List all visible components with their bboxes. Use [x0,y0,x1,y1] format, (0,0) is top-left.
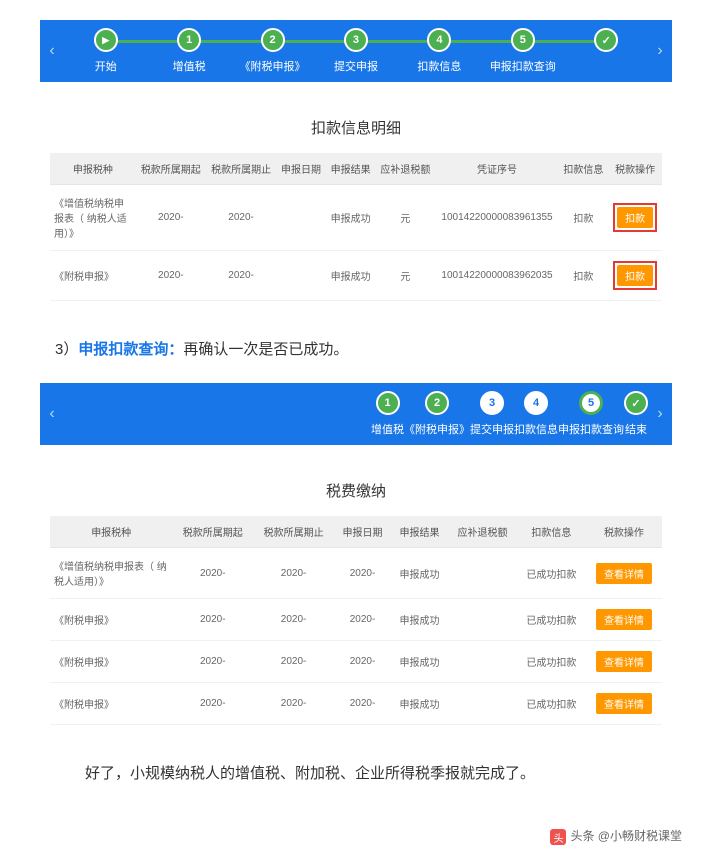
table-row: 《增值税纳税申报表（ 纳税人适用）》2020-2020-2020-申报成功已成功… [50,548,662,599]
col-header: 扣款信息 [559,153,609,185]
col-header: 税款操作 [608,153,662,185]
col-header: 申报结果 [326,153,376,185]
stepper-2: ‹ 1增值税2《附税申报》3提交申报4扣款信息5申报扣款查询结束 › [40,383,672,445]
stepper-1: ‹ ▶开始1增值税2《附税申报》3提交申报4扣款信息5申报扣款查询 › [40,20,672,82]
table-2: 申报税种税款所属期起税款所属期止申报日期申报结果应补退税额扣款信息税款操作 《增… [50,516,662,725]
col-header: 申报结果 [391,516,448,548]
col-header: 税款所属期止 [253,516,334,548]
view-detail-button[interactable]: 查看详情 [596,609,652,630]
col-header: 应补退税额 [375,153,435,185]
step-item[interactable]: 1增值税 [371,391,404,437]
toutiao-icon [550,829,566,845]
col-header: 申报税种 [50,153,136,185]
step-item[interactable]: 5申报扣款查询 [558,391,624,437]
col-header: 税款所属期起 [172,516,253,548]
closing-text: 好了，小规模纳税人的增值税、附加税、企业所得税季报就完成了。 [55,760,657,787]
step-item[interactable]: 2《附税申报》 [231,28,314,74]
deduction-detail-panel: 扣款信息明细 申报税种税款所属期起税款所属期止申报日期申报结果应补退税额凭证序号… [40,102,672,316]
view-detail-button[interactable]: 查看详情 [596,563,652,584]
step-item[interactable]: 2《附税申报》 [404,391,470,437]
col-header: 申报日期 [334,516,391,548]
table-row: 《附税申报》2020-2020-2020-申报成功已成功扣款查看详情 [50,683,662,725]
step-item[interactable]: 3提交申报 [470,391,514,437]
table-row: 《附税申报》2020-2020-申报成功元1001422000008396203… [50,251,662,301]
view-detail-button[interactable]: 查看详情 [596,651,652,672]
tax-payment-panel: 税费缴纳 申报税种税款所属期起税款所属期止申报日期申报结果应补退税额扣款信息税款… [40,465,672,740]
step-item[interactable]: 4扣款信息 [398,28,481,74]
col-header: 扣款信息 [517,516,586,548]
col-header: 应补退税额 [448,516,517,548]
table-row: 《增值税纳税申报表（ 纳税人适用）》2020-2020-申报成功元1001422… [50,185,662,251]
col-header: 申报日期 [276,153,326,185]
step-item[interactable]: 4扣款信息 [514,391,558,437]
table-row: 《附税申报》2020-2020-2020-申报成功已成功扣款查看详情 [50,599,662,641]
deduct-button[interactable]: 扣款 [617,265,653,286]
table-1: 申报税种税款所属期起税款所属期止申报日期申报结果应补退税额凭证序号扣款信息税款操… [50,153,662,301]
col-header: 税款所属期止 [206,153,276,185]
stepper-next[interactable]: › [648,42,672,60]
step3-text: 3）申报扣款查询：再确认一次是否已成功。 [55,336,657,363]
step-item[interactable] [565,28,648,58]
stepper-prev[interactable]: ‹ [40,42,64,60]
stepper-next-2[interactable]: › [648,405,672,423]
col-header: 税款操作 [586,516,662,548]
step-item[interactable]: 3提交申报 [314,28,397,74]
view-detail-button[interactable]: 查看详情 [596,693,652,714]
step-item[interactable]: 结束 [624,391,648,437]
step-item[interactable]: 5申报扣款查询 [481,28,564,74]
col-header: 申报税种 [50,516,172,548]
panel-title-1: 扣款信息明细 [50,117,662,138]
col-header: 税款所属期起 [136,153,206,185]
step-item[interactable]: 1增值税 [147,28,230,74]
panel-title-2: 税费缴纳 [50,480,662,501]
deduct-button[interactable]: 扣款 [617,207,653,228]
table-row: 《附税申报》2020-2020-2020-申报成功已成功扣款查看详情 [50,641,662,683]
step-item[interactable]: ▶开始 [64,28,147,74]
stepper-prev-2[interactable]: ‹ [40,405,64,423]
footer-attribution: 头条 @小畅财税课堂 [0,817,712,855]
col-header: 凭证序号 [435,153,558,185]
